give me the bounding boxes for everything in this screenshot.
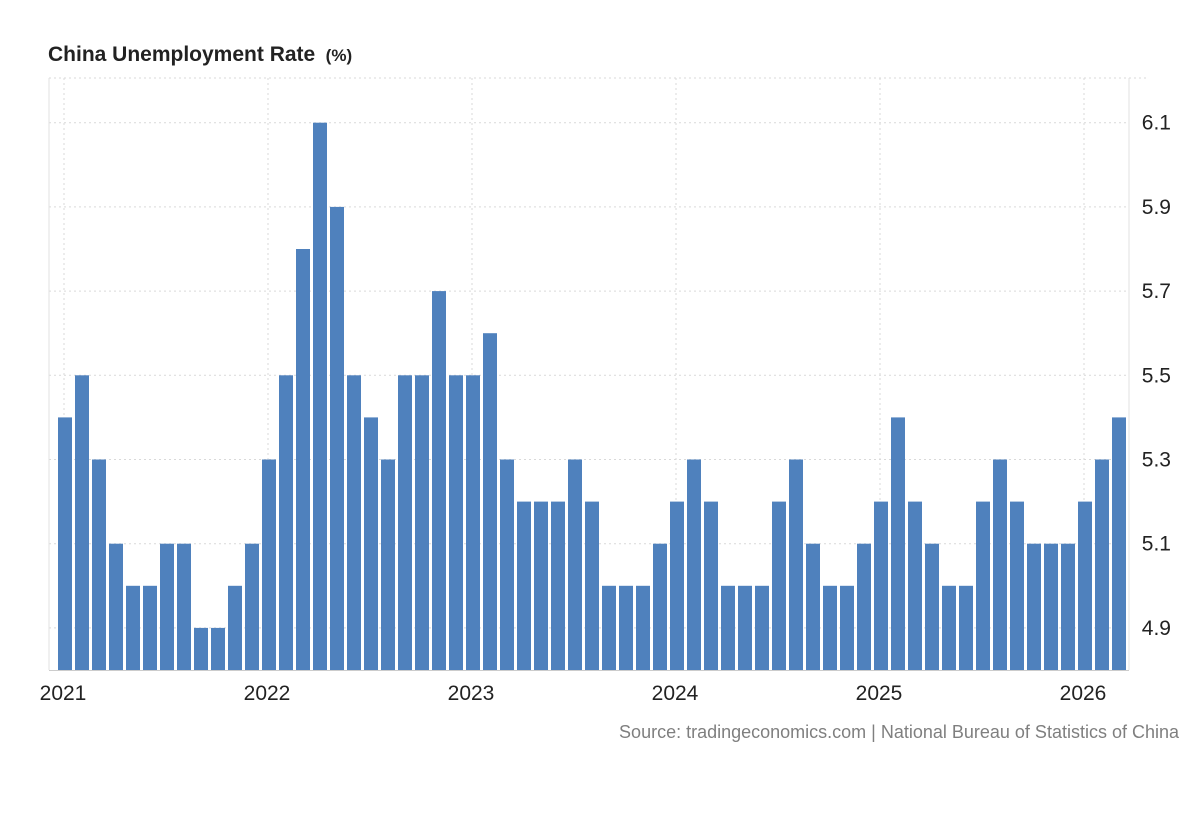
bar	[211, 627, 225, 670]
bar	[58, 417, 72, 670]
bar	[891, 417, 905, 670]
bar	[806, 543, 820, 670]
x-tick-label: 2023	[448, 682, 495, 705]
bar	[517, 501, 531, 670]
bar	[942, 585, 956, 670]
bar	[721, 585, 735, 670]
grid-layer	[49, 77, 1149, 670]
source-text: Source: tradingeconomics.com | National …	[619, 722, 1180, 742]
bar	[432, 291, 446, 670]
bar	[585, 501, 599, 670]
bar	[551, 501, 565, 670]
bar	[313, 122, 327, 670]
axes-layer	[48, 78, 1130, 671]
bar	[126, 585, 140, 670]
bar	[109, 543, 123, 670]
bar	[381, 459, 395, 670]
bar	[296, 249, 310, 670]
bar	[857, 543, 871, 670]
bar	[687, 459, 701, 670]
bar	[755, 585, 769, 670]
bar	[704, 501, 718, 670]
bar	[194, 627, 208, 670]
bar	[636, 585, 650, 670]
bar	[1044, 543, 1058, 670]
bar	[262, 459, 276, 670]
bar	[245, 543, 259, 670]
labels-layer: 4.9 5.1 5.3 5.5 5.7 5.9 6.1 2021 2022 2023 2024 202…	[40, 112, 1171, 705]
bar	[1078, 501, 1092, 670]
bar	[534, 501, 548, 670]
bar	[653, 543, 667, 670]
bar	[92, 459, 106, 670]
bars-layer	[58, 122, 1126, 670]
bar	[330, 206, 344, 670]
x-tick-label: 2026	[1060, 682, 1107, 705]
bar	[415, 375, 429, 670]
x-tick-label: 2025	[856, 682, 903, 705]
bar	[772, 501, 786, 670]
bar	[670, 501, 684, 670]
x-tick-label: 2024	[652, 682, 699, 705]
bar	[228, 585, 242, 670]
bar	[1061, 543, 1075, 670]
y-tick-label: 5.7	[1142, 280, 1171, 303]
bar	[398, 375, 412, 670]
bar	[177, 543, 191, 670]
bar	[789, 459, 803, 670]
y-tick-label: 4.9	[1142, 617, 1171, 640]
bar	[568, 459, 582, 670]
bar	[466, 375, 480, 670]
x-tick-label: 2022	[244, 682, 291, 705]
y-tick-label: 5.3	[1142, 449, 1171, 472]
x-tick-label: 2021	[40, 682, 87, 705]
chart-title: China Unemployment Rate (%)	[48, 43, 352, 66]
y-tick-label: 5.5	[1142, 364, 1171, 387]
chart-title-text: China Unemployment Rate	[48, 43, 315, 66]
bar	[925, 543, 939, 670]
bar	[874, 501, 888, 670]
bar	[602, 585, 616, 670]
bar	[143, 585, 157, 670]
bar	[738, 585, 752, 670]
bar	[619, 585, 633, 670]
bar	[976, 501, 990, 670]
bar	[279, 375, 293, 670]
bar	[840, 585, 854, 670]
bar	[1010, 501, 1024, 670]
bar	[908, 501, 922, 670]
bar	[959, 585, 973, 670]
bar	[1095, 459, 1109, 670]
bar	[483, 333, 497, 670]
chart-title-unit: (%)	[326, 46, 352, 65]
bar	[993, 459, 1007, 670]
bar	[75, 375, 89, 670]
bar	[1027, 543, 1041, 670]
bar	[160, 543, 174, 670]
bar	[449, 375, 463, 670]
y-tick-label: 5.9	[1142, 196, 1171, 219]
bar	[823, 585, 837, 670]
bar	[500, 459, 514, 670]
bar	[1112, 417, 1126, 670]
bar	[364, 417, 378, 670]
y-tick-label: 5.1	[1142, 533, 1171, 556]
bar	[347, 375, 361, 670]
y-tick-label: 6.1	[1142, 112, 1171, 135]
